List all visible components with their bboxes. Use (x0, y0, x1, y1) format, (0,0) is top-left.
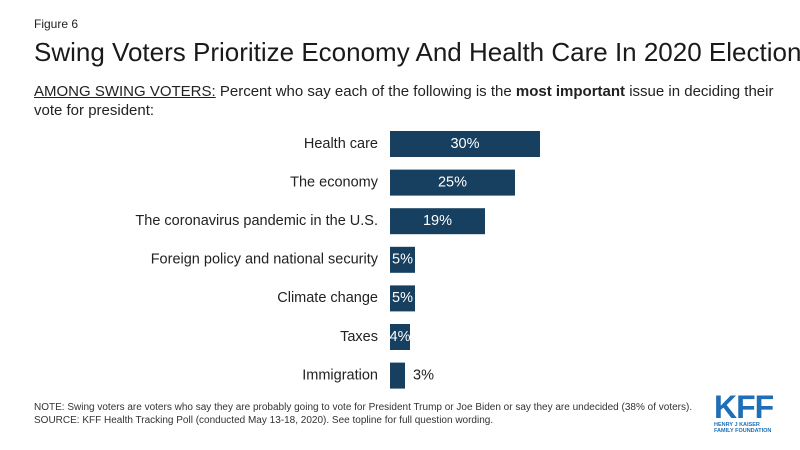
bar (390, 324, 410, 350)
chart-title: Swing Voters Prioritize Economy And Heal… (34, 37, 800, 67)
logo-name: KFF (714, 389, 774, 425)
note: NOTE: Swing voters are voters who say th… (34, 402, 693, 413)
value-label: 5% (392, 290, 413, 306)
bar (390, 131, 540, 157)
subtitle-part: issue in deciding their vote for preside… (34, 83, 774, 119)
category-label: The economy (290, 174, 379, 190)
category-label: Foreign policy and national security (151, 252, 379, 268)
category-label: Health care (304, 136, 378, 152)
subtitle-part: most important (515, 83, 626, 100)
bar (390, 169, 515, 196)
bar (390, 362, 405, 389)
category-label: Immigration (302, 367, 378, 383)
value-label: 4% (390, 329, 411, 345)
bar (390, 208, 485, 235)
bar (390, 246, 415, 273)
value-label: 25% (438, 174, 467, 190)
subtitle-part: AMONG SWING VOTERS: (34, 83, 216, 100)
value-label: 30% (450, 136, 479, 152)
value-label: 5% (392, 252, 413, 268)
subtitle: AMONG SWING VOTERS: Percent who say each… (34, 82, 774, 120)
logo: KFF HENRY J KAISER FAMILY FOUNDATION (714, 389, 774, 434)
category-label: Climate change (277, 290, 378, 306)
logo-tagline: HENRY J KAISER (714, 422, 760, 428)
category-label: Taxes (340, 329, 378, 345)
bar (390, 285, 415, 312)
subtitle-part: Percent who say each of the following is… (219, 83, 512, 100)
logo-tagline: FAMILY FOUNDATION (714, 428, 772, 434)
category-label: The coronavirus pandemic in the U.S. (135, 213, 378, 229)
value-label: 3% (413, 367, 434, 383)
value-label: 19% (423, 213, 452, 229)
source: SOURCE: KFF Health Tracking Poll (conduc… (34, 415, 494, 426)
figure-label: Figure 6 (34, 17, 79, 31)
